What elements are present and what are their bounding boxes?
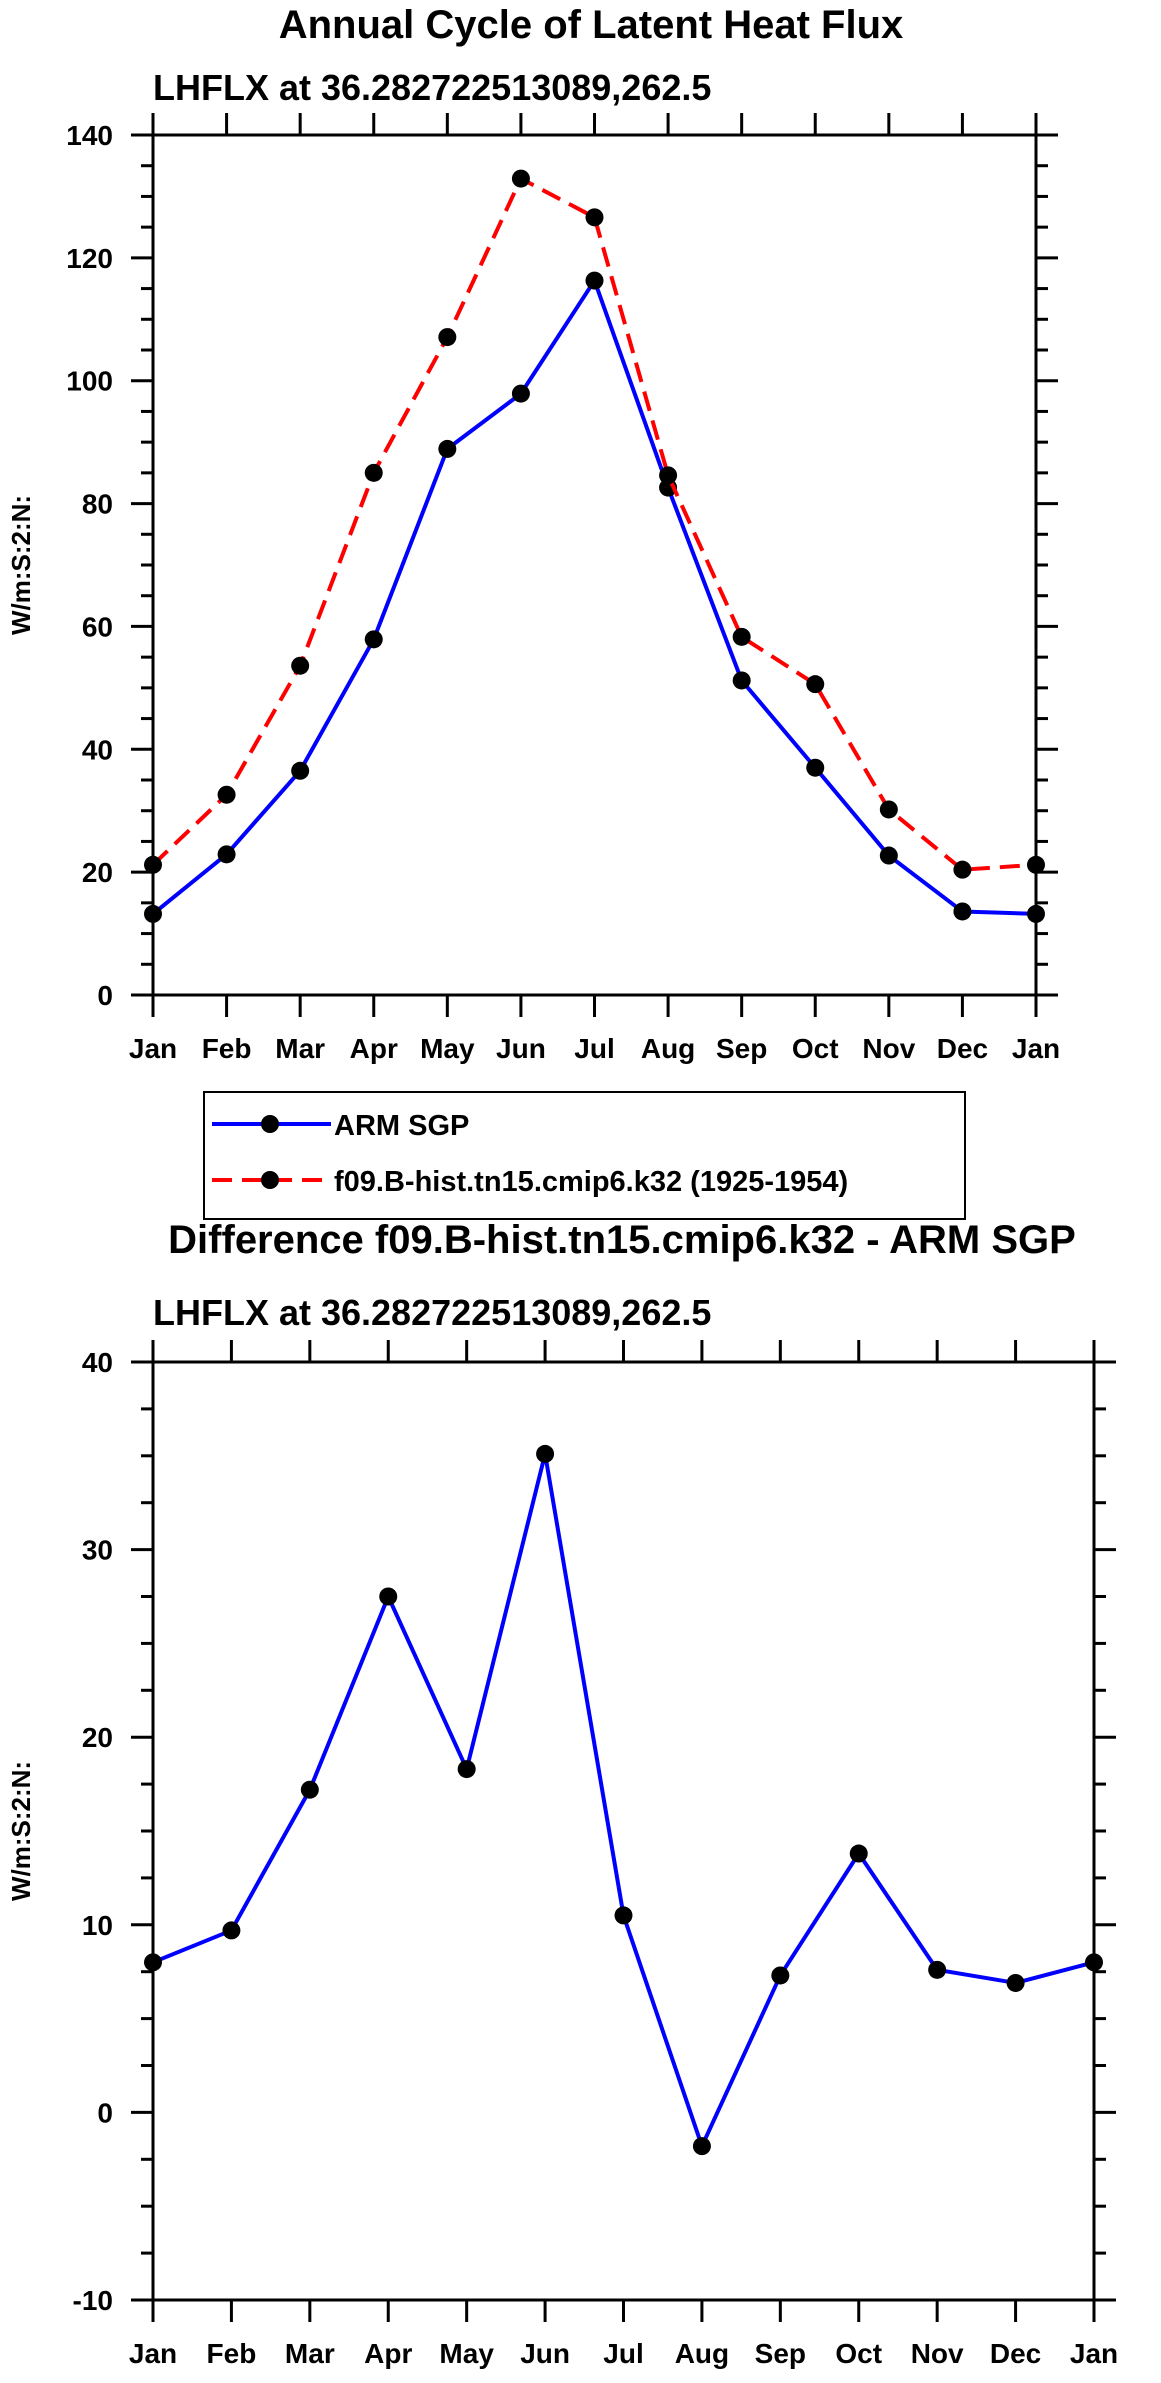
legend-marker-2 bbox=[261, 1171, 279, 1189]
legend-entry-2: f09.B-hist.tn15.cmip6.k32 (1925-1954) bbox=[334, 1166, 848, 1198]
chart-panel-2: Difference f09.B-hist.tn15.cmip6.k32 - A… bbox=[6, 1218, 1118, 2369]
data-point bbox=[585, 271, 604, 290]
plot-frame bbox=[151, 1360, 1096, 2302]
series-line-1 bbox=[152, 1451, 1095, 2149]
x-tick-label: Oct bbox=[792, 1033, 839, 1064]
data-point bbox=[217, 845, 236, 864]
x-tick-label: Jan bbox=[1070, 2338, 1118, 2369]
y-tick-label: -10 bbox=[73, 2285, 113, 2316]
legend-marker-1 bbox=[261, 1115, 279, 1133]
y-tick-label: 80 bbox=[82, 489, 113, 520]
data-point bbox=[1027, 855, 1045, 874]
y-axis-label: W/m:S:2:N: bbox=[6, 1761, 36, 1901]
x-tick-label: Feb bbox=[207, 2338, 257, 2369]
x-tick-label: Aug bbox=[641, 1033, 695, 1064]
data-point bbox=[364, 463, 383, 482]
chart-title: Difference f09.B-hist.tn15.cmip6.k32 - A… bbox=[168, 1218, 1076, 1262]
x-tick-label: Jun bbox=[520, 2338, 570, 2369]
data-point bbox=[379, 1587, 398, 1606]
data-point bbox=[771, 1966, 790, 1985]
data-point bbox=[291, 761, 310, 780]
x-tick-label: May bbox=[439, 2338, 494, 2369]
data-point bbox=[879, 800, 898, 819]
x-tick-label: Jun bbox=[496, 1033, 546, 1064]
x-tick-label: Nov bbox=[862, 1033, 915, 1064]
data-point bbox=[659, 466, 678, 485]
y-tick-label: 60 bbox=[82, 611, 113, 642]
y-tick-label: 30 bbox=[82, 1535, 113, 1566]
data-point bbox=[849, 1844, 868, 1863]
y-tick-label: 0 bbox=[97, 2097, 113, 2128]
legend-entry-1: ARM SGP bbox=[334, 1110, 469, 1142]
legend: ARM SGP f09.B-hist.tn15.cmip6.k32 (1925-1… bbox=[203, 1091, 966, 1220]
data-point bbox=[300, 1780, 319, 1799]
x-tick-label: Jan bbox=[129, 2338, 177, 2369]
chart-subtitle: LHFLX at 36.282722513089,262.5 bbox=[153, 67, 711, 108]
data-point bbox=[692, 2137, 711, 2156]
chart-subtitle: LHFLX at 36.282722513089,262.5 bbox=[153, 1292, 711, 1333]
chart-title: Annual Cycle of Latent Heat Flux bbox=[279, 3, 904, 47]
y-tick-label: 120 bbox=[66, 243, 113, 274]
x-tick-label: Dec bbox=[990, 2338, 1041, 2369]
data-point bbox=[732, 627, 751, 646]
y-tick-label: 140 bbox=[66, 120, 113, 151]
x-tick-label: Nov bbox=[911, 2338, 964, 2369]
x-tick-label: May bbox=[420, 1033, 475, 1064]
data-point bbox=[1027, 904, 1045, 923]
data-point bbox=[953, 860, 972, 879]
x-tick-label: Aug bbox=[675, 2338, 729, 2369]
data-point bbox=[953, 902, 972, 921]
data-point bbox=[217, 785, 236, 804]
data-point bbox=[1006, 1973, 1025, 1992]
x-tick-label: Dec bbox=[937, 1033, 988, 1064]
y-axis-label: W/m:S:2:N: bbox=[6, 495, 36, 635]
data-point bbox=[536, 1444, 555, 1463]
data-point bbox=[438, 439, 457, 458]
data-point bbox=[291, 656, 310, 675]
y-tick-label: 40 bbox=[82, 734, 113, 765]
data-point bbox=[879, 846, 898, 865]
data-point bbox=[511, 384, 530, 403]
x-tick-label: Mar bbox=[285, 2338, 335, 2369]
data-point bbox=[438, 328, 457, 347]
data-point bbox=[144, 1953, 162, 1972]
chart-panel-1: Annual Cycle of Latent Heat Flux LHFLX at… bbox=[6, 3, 1060, 1220]
x-tick-label: Oct bbox=[835, 2338, 882, 2369]
data-point bbox=[806, 675, 825, 694]
data-point bbox=[614, 1906, 633, 1925]
data-point bbox=[585, 208, 604, 227]
x-tick-label: Jan bbox=[129, 1033, 177, 1064]
legend-box bbox=[203, 1091, 966, 1220]
data-point bbox=[732, 671, 751, 690]
data-point bbox=[457, 1760, 476, 1779]
data-point bbox=[144, 904, 162, 923]
data-point bbox=[928, 1960, 947, 1979]
x-tick-label: Sep bbox=[716, 1033, 767, 1064]
data-point bbox=[222, 1921, 241, 1940]
data-point bbox=[511, 169, 530, 188]
y-tick-label: 40 bbox=[82, 1347, 113, 1378]
x-tick-label: Feb bbox=[202, 1033, 252, 1064]
x-tick-label: Jul bbox=[603, 2338, 643, 2369]
y-tick-label: 20 bbox=[82, 1722, 113, 1753]
x-tick-label: Mar bbox=[275, 1033, 325, 1064]
y-tick-label: 20 bbox=[82, 857, 113, 888]
y-tick-label: 0 bbox=[97, 980, 113, 1011]
x-tick-label: Apr bbox=[364, 2338, 412, 2369]
x-tick-label: Jul bbox=[574, 1033, 614, 1064]
x-tick-label: Jan bbox=[1012, 1033, 1060, 1064]
x-tick-label: Apr bbox=[350, 1033, 398, 1064]
series-line-1 bbox=[151, 278, 1037, 916]
data-point bbox=[144, 855, 162, 874]
data-point bbox=[1085, 1953, 1103, 1972]
data-point bbox=[364, 630, 383, 649]
data-point bbox=[806, 758, 825, 777]
x-tick-label: Sep bbox=[755, 2338, 806, 2369]
y-tick-label: 10 bbox=[82, 1910, 113, 1941]
y-tick-label: 100 bbox=[66, 366, 113, 397]
